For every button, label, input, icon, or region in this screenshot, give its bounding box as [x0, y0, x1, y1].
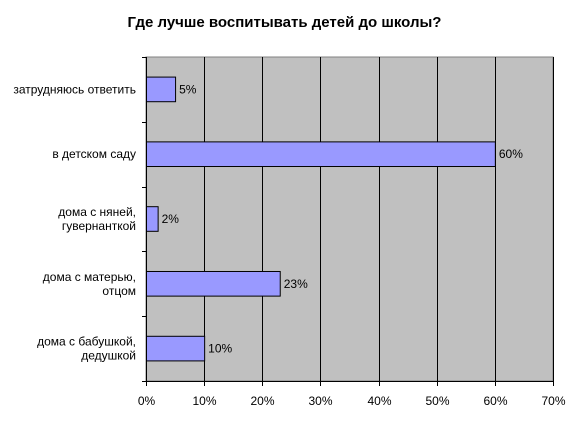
category-label: затрудняюсь ответить — [13, 82, 136, 96]
category-label: дома с бабушкой, — [37, 335, 136, 349]
bar — [146, 335, 206, 362]
x-tick-label: 30% — [308, 394, 332, 408]
x-tick-label: 0% — [138, 394, 156, 408]
x-tick-label: 20% — [250, 394, 274, 408]
plot-area — [145, 56, 554, 382]
data-label: 10% — [208, 342, 232, 356]
x-tick-label: 60% — [483, 394, 507, 408]
data-label: 23% — [284, 277, 308, 291]
category-label: дедушкой — [81, 349, 136, 363]
bar — [146, 206, 159, 232]
bar — [146, 141, 496, 168]
category-label: отцом — [102, 284, 136, 298]
x-tick-label: 40% — [367, 394, 391, 408]
category-label: гувернанткой — [62, 219, 136, 233]
x-tick-label: 50% — [425, 394, 449, 408]
chart-title: Где лучше воспитывать детей до школы? — [127, 14, 442, 31]
bar — [146, 270, 281, 297]
category-label: дома с няней, — [58, 205, 136, 219]
data-label: 5% — [179, 82, 197, 96]
bar — [146, 76, 177, 103]
x-tick-label: 70% — [541, 394, 565, 408]
data-label: 60% — [499, 147, 523, 161]
category-label: дома с матерью, — [43, 270, 136, 284]
x-tick-label: 10% — [192, 394, 216, 408]
data-label: 2% — [162, 212, 180, 226]
category-label: в детском саду — [52, 147, 136, 161]
